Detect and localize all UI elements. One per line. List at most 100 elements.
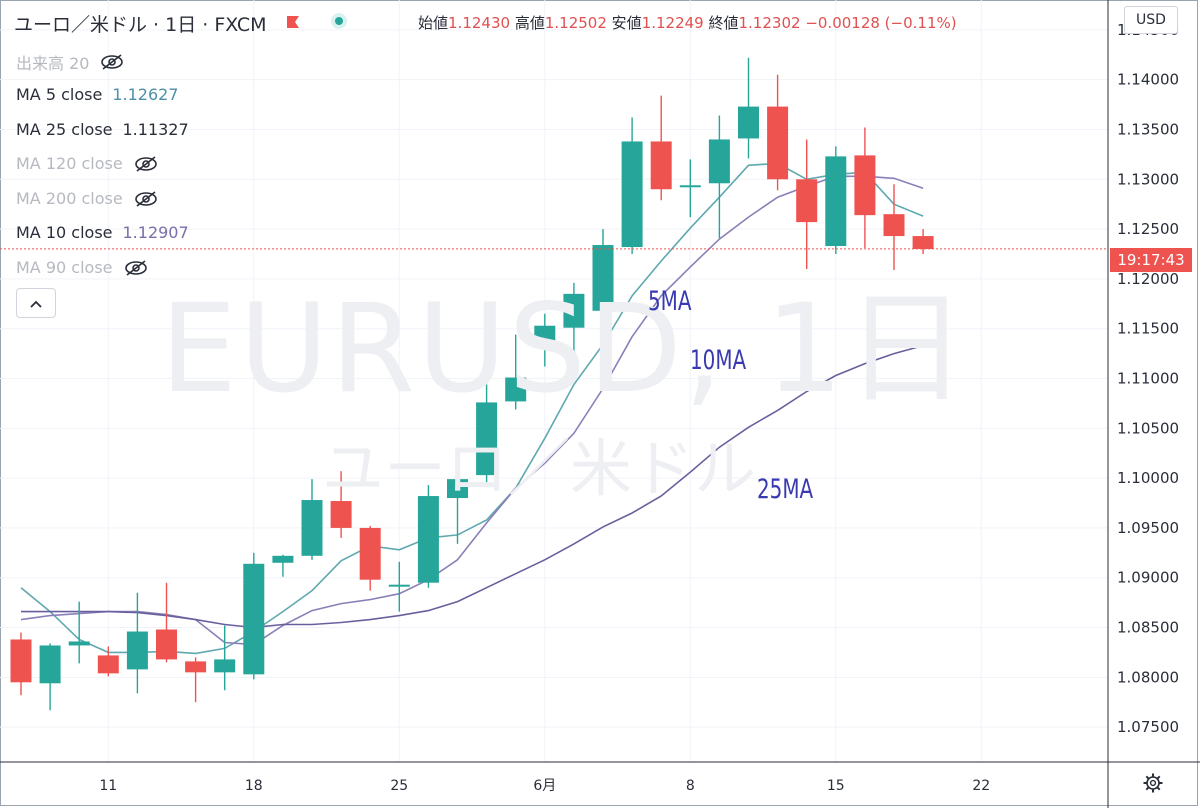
y-tick-label: 1.13000: [1117, 170, 1179, 188]
y-tick-label: 1.09000: [1117, 569, 1179, 587]
open-label: 始値: [418, 14, 449, 32]
candle: [214, 625, 236, 691]
y-tick-label: 1.13500: [1117, 120, 1179, 138]
legend-ma10[interactable]: MA 10 close 1.12907: [16, 223, 189, 242]
close-label: 終値: [708, 14, 739, 32]
candle: [156, 582, 177, 663]
y-tick-label: 1.08500: [1117, 619, 1179, 637]
x-tick-label: 18: [245, 778, 263, 794]
candle: [883, 184, 905, 270]
hidden-eye-icon[interactable]: [123, 259, 149, 277]
candle: [185, 657, 207, 703]
hidden-eye-icon[interactable]: [133, 155, 159, 173]
collapse-legend-button[interactable]: [16, 288, 56, 318]
candle-body: [912, 236, 934, 250]
candle-body: [214, 659, 236, 673]
candle: [767, 74, 789, 191]
annotation-5ma: 5MA: [648, 286, 692, 317]
candle-body: [417, 496, 439, 583]
flag-icon[interactable]: [285, 13, 301, 35]
x-tick-label: 6月: [533, 778, 556, 794]
name-watermark: ユーロ／米ドル: [322, 432, 757, 505]
candle-body: [621, 141, 643, 248]
candles: [10, 57, 934, 711]
candle: [796, 139, 818, 269]
candle-body: [854, 155, 876, 216]
legend-label: MA 90 close: [16, 258, 113, 277]
candle: [97, 646, 119, 677]
x-tick-label: 11: [99, 778, 117, 794]
legend-label: 出来高 20: [16, 54, 90, 73]
y-tick-label: 1.07500: [1117, 718, 1179, 736]
legend-label: MA 25 close: [16, 120, 113, 139]
countdown-badge: 19:17:43: [1110, 248, 1192, 272]
legend-value: 1.11327: [122, 120, 189, 139]
legend-ma200[interactable]: MA 200 close: [16, 189, 159, 208]
candle-body: [388, 584, 410, 587]
candle: [126, 592, 148, 694]
candle-body: [505, 377, 527, 402]
chevron-up-icon: [29, 294, 43, 313]
y-tick-label: 1.12000: [1117, 270, 1179, 288]
open-value: 1.12430: [448, 14, 511, 32]
candle: [912, 229, 934, 254]
legend-label: MA 120 close: [16, 154, 123, 173]
x-tick-label: 22: [972, 778, 990, 794]
candle-body: [185, 661, 207, 673]
annotation-25ma: 25MA: [757, 474, 814, 505]
legend-label: MA 10 close: [16, 223, 113, 242]
legend-value: 1.12907: [122, 223, 189, 242]
hidden-eye-icon[interactable]: [99, 53, 125, 71]
close-value: 1.12302: [738, 14, 801, 32]
candle: [825, 146, 847, 254]
candle-body: [592, 245, 614, 311]
candle: [476, 384, 498, 486]
candle-body: [359, 527, 381, 580]
candle-body: [272, 555, 294, 563]
candle: [359, 525, 381, 591]
x-tick-label: 8: [686, 778, 695, 794]
legend-value: 1.12627: [112, 85, 179, 104]
candle: [708, 115, 730, 239]
candle-body: [679, 185, 701, 188]
candle: [621, 117, 643, 254]
y-tick-label: 1.12500: [1117, 220, 1179, 238]
legend-ma90[interactable]: MA 90 close: [16, 258, 149, 277]
candle: [650, 95, 672, 201]
legend-ma5[interactable]: MA 5 close 1.12627: [16, 85, 178, 104]
x-tick-label: 15: [827, 778, 845, 794]
candle: [39, 643, 61, 711]
ma-line-ma-10-close: [20, 175, 924, 646]
market-status-icon: [329, 11, 349, 36]
candle: [505, 334, 527, 410]
candle: [272, 554, 294, 577]
candle: [417, 485, 439, 588]
legend-volume[interactable]: 出来高 20: [16, 50, 125, 74]
ma-line-ma-25-close: [21, 344, 924, 629]
hidden-eye-icon[interactable]: [133, 190, 159, 208]
legend-label: MA 200 close: [16, 189, 123, 208]
gear-icon[interactable]: [1142, 772, 1164, 798]
candle: [330, 471, 352, 538]
candle-body: [330, 501, 352, 528]
low-value: 1.12249: [641, 14, 704, 32]
candle: [301, 479, 323, 560]
grid: [0, 0, 1108, 762]
candle-body: [650, 141, 672, 190]
y-tick-label: 1.10500: [1117, 419, 1179, 437]
candle-body: [883, 214, 905, 237]
currency-button[interactable]: USD: [1124, 6, 1178, 34]
candle-body: [796, 179, 818, 223]
candle-body: [156, 629, 177, 660]
candle: [10, 632, 32, 696]
candle-body: [126, 631, 148, 670]
legend-ma25[interactable]: MA 25 close 1.11327: [16, 120, 189, 139]
candle-body: [534, 325, 556, 345]
candle-body: [738, 106, 759, 139]
candle-body: [476, 402, 498, 476]
symbol-title[interactable]: ユーロ／米ドル · 1日 · FXCM: [14, 14, 267, 36]
candle: [534, 313, 556, 367]
legend-ma120[interactable]: MA 120 close: [16, 154, 159, 173]
